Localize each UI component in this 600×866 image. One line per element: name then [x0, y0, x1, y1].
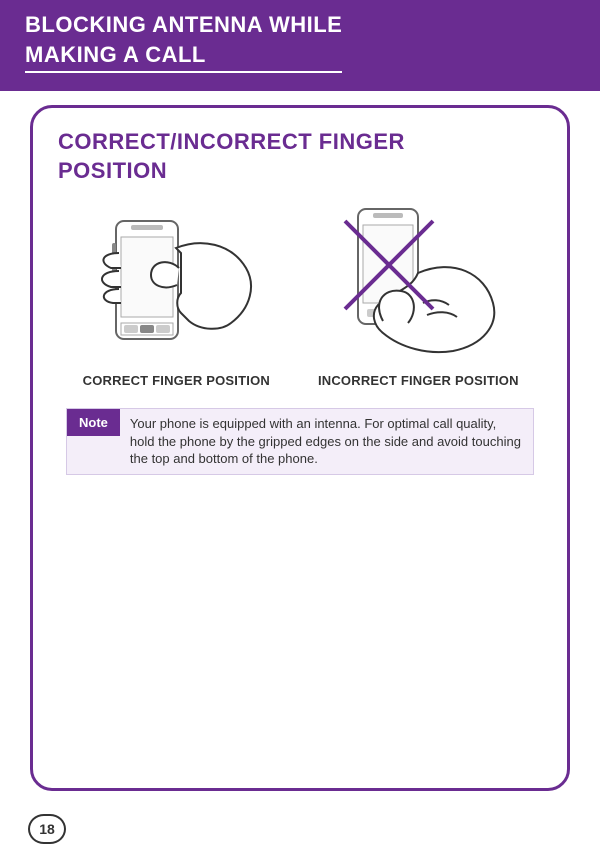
- note-box: Note Your phone is equipped with an inte…: [66, 408, 534, 475]
- subtitle-line1: CORRECT/INCORRECT FINGER: [58, 129, 405, 154]
- note-text: Your phone is equipped with an intenna. …: [120, 409, 533, 474]
- subtitle: CORRECT/INCORRECT FINGER POSITION: [58, 128, 542, 185]
- illustration-incorrect: INCORRECT FINGER POSITION: [318, 203, 519, 388]
- content-panel: CORRECT/INCORRECT FINGER POSITION: [30, 105, 570, 791]
- phone-hand-correct-icon: [81, 213, 271, 363]
- header-title: BLOCKING ANTENNA WHILE MAKING A CALL: [25, 10, 342, 73]
- phone-hand-incorrect-icon: [323, 203, 513, 363]
- illustration-correct: CORRECT FINGER POSITION: [81, 213, 271, 388]
- caption-correct: CORRECT FINGER POSITION: [81, 373, 271, 388]
- header-title-line1: BLOCKING ANTENNA WHILE: [25, 12, 342, 37]
- page-number: 18: [28, 814, 66, 844]
- illustration-row: CORRECT FINGER POSITION: [58, 203, 542, 388]
- page-header: BLOCKING ANTENNA WHILE MAKING A CALL: [0, 0, 600, 91]
- caption-incorrect: INCORRECT FINGER POSITION: [318, 373, 519, 388]
- header-title-line2: MAKING A CALL: [25, 42, 206, 67]
- subtitle-line2: POSITION: [58, 158, 167, 183]
- note-label: Note: [67, 409, 120, 436]
